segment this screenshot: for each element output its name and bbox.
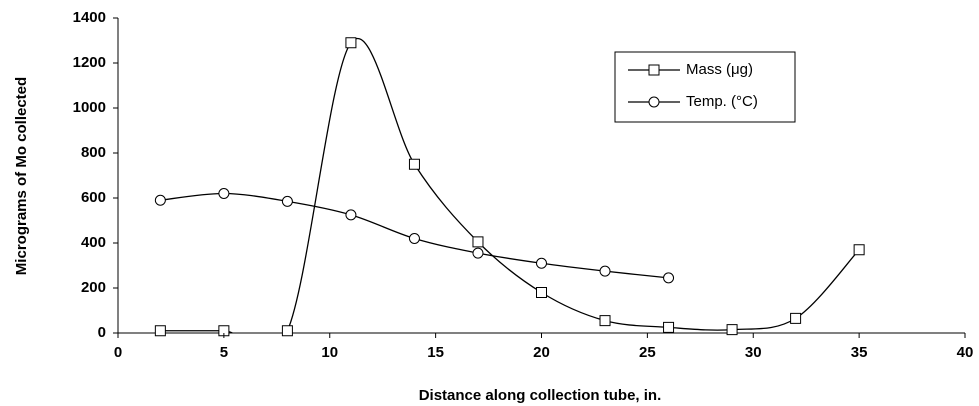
marker: [599, 315, 611, 327]
legend: Mass (μg) Temp. (°C): [614, 51, 796, 123]
marker: [648, 64, 660, 76]
legend-label: Temp. (°C): [686, 93, 758, 110]
y-axis-label: Micrograms of Mo collected: [13, 77, 30, 275]
x-tick-label: 40: [957, 344, 974, 361]
legend-box: [614, 51, 796, 123]
x-tick-label: 10: [321, 344, 338, 361]
x-tick-label: 35: [851, 344, 868, 361]
x-tick-label: 15: [427, 344, 444, 361]
x-tick-label: 25: [639, 344, 656, 361]
marker: [790, 312, 802, 324]
y-tick-label: 1400: [73, 9, 106, 26]
x-tick-label: 0: [114, 344, 122, 361]
marker: [536, 287, 547, 298]
x-tick-label: 30: [745, 344, 762, 361]
y-tick-label: 1000: [73, 99, 106, 116]
marker: [154, 194, 166, 206]
marker: [472, 236, 484, 248]
marker: [154, 325, 166, 337]
x-tick-label: 5: [220, 344, 228, 361]
marker: [599, 265, 611, 277]
marker: [408, 233, 420, 244]
marker: [345, 37, 357, 49]
y-tick-label: 200: [81, 279, 106, 296]
x-axis-label: Distance along collection tube, in.: [419, 387, 662, 404]
marker: [408, 158, 420, 170]
y-tick-label: 800: [81, 144, 106, 161]
marker: [218, 188, 230, 199]
marker: [853, 244, 865, 256]
y-tick-label: 0: [98, 324, 106, 341]
marker: [663, 272, 675, 284]
marker: [536, 257, 547, 269]
y-tick-label: 1200: [73, 54, 106, 71]
marker: [726, 324, 738, 336]
x-tick-label: 20: [533, 344, 550, 361]
marker: [648, 96, 660, 108]
marker: [472, 247, 484, 259]
marker: [281, 325, 293, 337]
y-tick-label: 400: [81, 234, 106, 251]
legend-label: Mass (μg): [686, 61, 753, 78]
marker: [345, 209, 357, 221]
marker: [281, 195, 293, 207]
y-tick-label: 600: [81, 189, 106, 206]
marker: [663, 321, 675, 333]
marker-layer: [154, 37, 865, 337]
